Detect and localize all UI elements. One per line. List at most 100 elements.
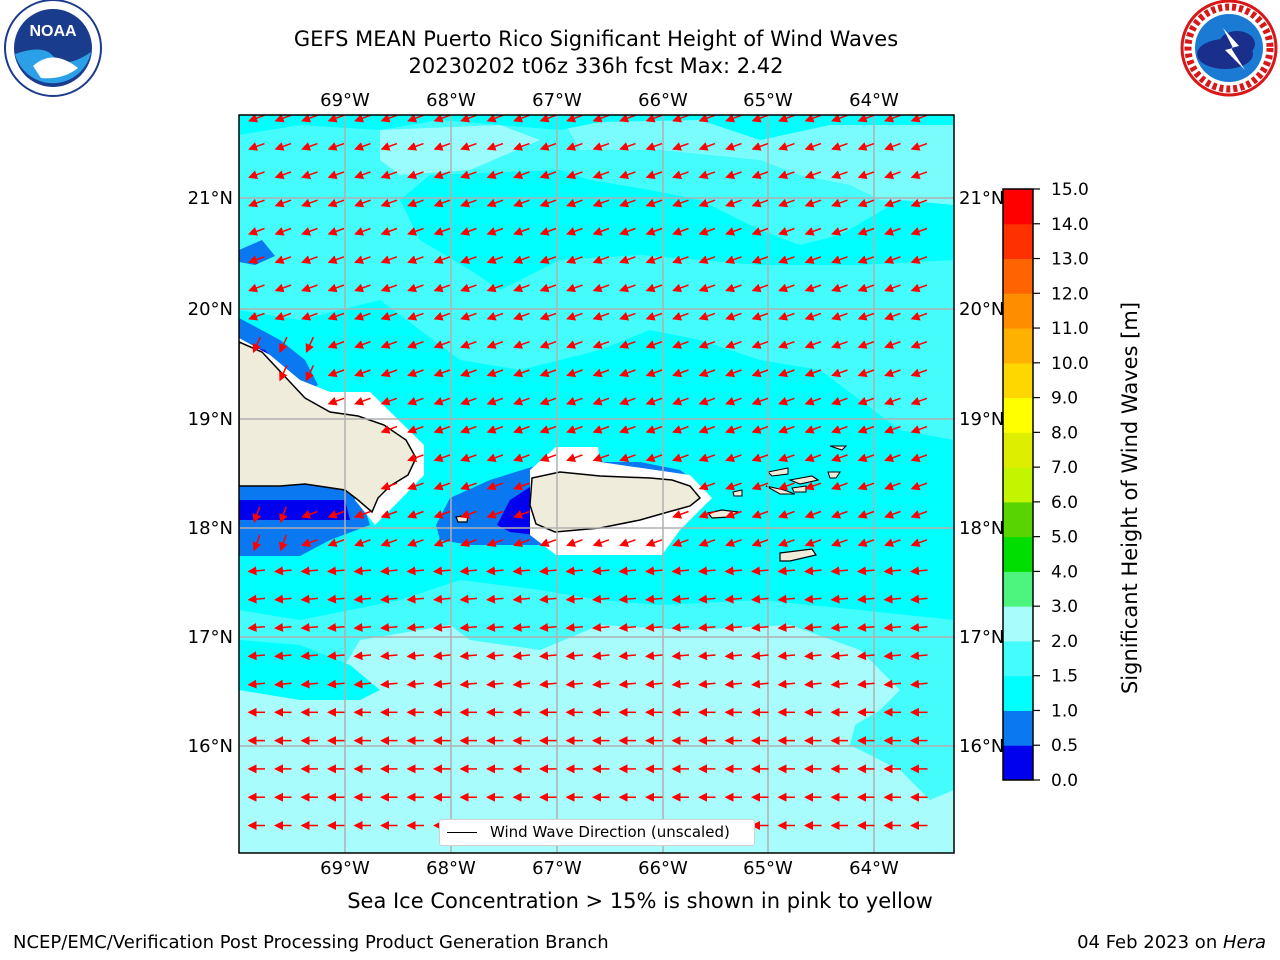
wave-direction-arrow — [910, 396, 928, 406]
wave-direction-arrow — [301, 283, 318, 293]
wave-direction-arrow — [831, 115, 848, 123]
wave-direction-arrow — [619, 198, 636, 208]
wave-direction-arrow — [248, 198, 265, 208]
wave-direction-arrow — [354, 340, 371, 349]
wave-direction-arrow — [459, 566, 478, 576]
wave-direction-arrow — [645, 396, 663, 406]
wave-direction-arrow — [645, 594, 663, 604]
wave-direction-arrow — [407, 396, 424, 406]
wave-direction-arrow — [274, 283, 292, 293]
graticule — [239, 115, 954, 853]
lat-labels-right: 21°N 20°N 19°N 18°N 17°N 16°N — [959, 188, 1004, 757]
wave-direction-arrow — [698, 566, 716, 576]
wave-direction-arrow — [725, 396, 742, 406]
wave-direction-arrow — [274, 142, 292, 151]
wave-direction-arrow — [486, 622, 504, 632]
lon-tick: 65°W — [743, 858, 793, 879]
wave-direction-arrow — [910, 368, 928, 378]
colorbar-segment — [1003, 189, 1033, 225]
wave-direction-arrow — [698, 312, 716, 321]
wave-direction-arrow — [645, 170, 663, 179]
lon-tick: 67°W — [532, 90, 582, 111]
colorbar-tick-label: 5.0 — [1051, 528, 1078, 548]
wave-direction-arrow — [274, 594, 292, 604]
wave-direction-arrow — [619, 340, 636, 349]
wave-direction-arrow — [672, 340, 689, 349]
colorbar-segment — [1003, 536, 1033, 572]
wave-direction-arrow — [248, 312, 265, 321]
wave-direction-arrow — [486, 453, 504, 462]
wave-direction-arrow — [566, 396, 583, 406]
wave-direction-arrow — [831, 340, 848, 349]
wave-direction-arrow — [698, 142, 716, 151]
wave-direction-arrow — [884, 170, 901, 179]
wave-direction-arrow — [672, 396, 689, 406]
wave-direction-arrow — [592, 594, 610, 604]
wave-direction-arrow — [830, 679, 849, 689]
wave-direction-arrow — [433, 651, 451, 661]
wave-direction-arrow — [513, 115, 530, 123]
wave-direction-arrow — [247, 679, 266, 689]
colorbar-tick-label: 14.0 — [1051, 215, 1089, 235]
wave-direction-arrow — [566, 142, 583, 151]
wave-direction-arrow — [831, 170, 848, 179]
wave-direction-arrow — [279, 336, 288, 354]
footer-credit: NCEP/EMC/Verification Post Processing Pr… — [13, 932, 609, 953]
wave-direction-arrow — [274, 651, 292, 661]
wave-direction-arrow — [645, 142, 663, 151]
wave-direction-arrow — [566, 340, 583, 349]
colorbar-segment — [1003, 397, 1033, 433]
wave-direction-arrow — [751, 368, 769, 378]
wave-direction-arrow — [725, 312, 742, 321]
wave-direction-arrow — [460, 510, 477, 519]
wave-direction-arrow — [486, 566, 504, 576]
wave-direction-arrow — [460, 538, 477, 547]
lon-tick: 66°W — [638, 858, 688, 879]
wave-direction-arrow — [671, 566, 690, 576]
wave-direction-arrow — [433, 142, 451, 151]
wave-direction-arrow — [831, 368, 848, 378]
wave-direction-arrow — [884, 255, 901, 264]
wave-direction-arrow — [698, 679, 716, 689]
wave-direction-arrow — [486, 368, 504, 378]
lat-tick: 20°N — [959, 299, 1004, 320]
wave-direction-arrow — [724, 622, 743, 632]
colorbar-tick-label: 0.0 — [1051, 771, 1078, 791]
colorbar-tick-label: 8.0 — [1051, 423, 1078, 443]
wave-direction-arrow — [539, 453, 557, 462]
wave-direction-arrow — [301, 142, 318, 151]
wave-direction-arrow — [804, 283, 822, 293]
wave-direction-arrow — [751, 679, 769, 689]
colorbar-segment — [1003, 258, 1033, 294]
colorbar-tick-label: 4.0 — [1051, 562, 1078, 582]
wave-direction-arrow — [354, 198, 371, 208]
wave-direction-arrow — [248, 255, 265, 264]
wave-direction-arrow — [698, 651, 716, 661]
wave-direction-arrow — [513, 170, 530, 179]
wave-direction-arrow — [565, 622, 584, 632]
wave-direction-arrow — [539, 538, 557, 547]
wave-direction-arrow — [777, 651, 796, 661]
wave-direction-arrow — [804, 538, 822, 547]
wave-direction-arrow — [301, 255, 318, 264]
wave-direction-arrow — [407, 453, 424, 462]
wave-direction-arrow — [778, 340, 795, 349]
wave-direction-arrow — [247, 566, 266, 576]
wave-direction-arrow — [380, 538, 398, 547]
lat-tick: 17°N — [188, 627, 233, 648]
lon-tick: 65°W — [743, 90, 793, 111]
wave-direction-arrow — [857, 227, 875, 236]
colorbar-segment — [1003, 501, 1033, 538]
wave-direction-arrow — [354, 227, 371, 236]
wave-direction-arrow — [513, 510, 530, 519]
lon-labels-bottom: 69°W 68°W 67°W 66°W 65°W 64°W — [320, 858, 899, 879]
wave-direction-arrow — [486, 538, 504, 547]
wave-direction-arrow — [433, 227, 451, 236]
wave-direction-arrow — [486, 198, 504, 208]
land-hispaniola — [239, 341, 417, 514]
colorbar-segment — [1003, 362, 1033, 399]
wave-direction-arrow — [672, 312, 689, 321]
wave-direction-arrow — [327, 651, 345, 661]
wave-direction-arrow — [830, 594, 849, 604]
wave-direction-arrow — [751, 198, 769, 208]
